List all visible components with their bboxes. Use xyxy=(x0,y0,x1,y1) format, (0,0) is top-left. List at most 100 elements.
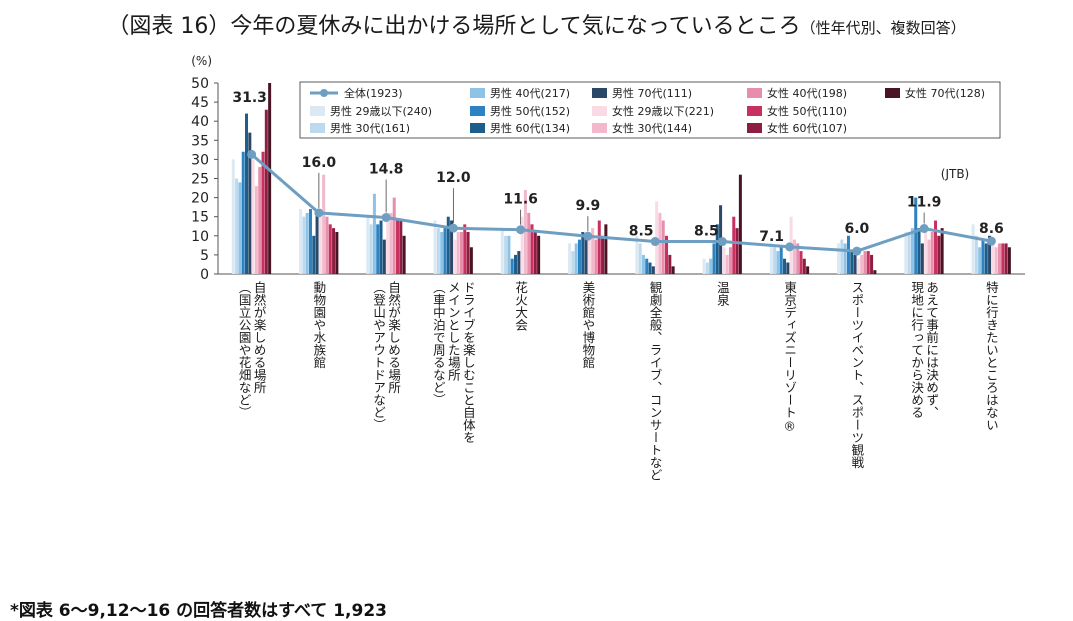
bar xyxy=(917,228,921,274)
category-label: 温泉 xyxy=(714,281,730,306)
bar xyxy=(514,254,518,274)
overall-point xyxy=(650,237,660,247)
bar xyxy=(318,216,322,274)
bar xyxy=(940,228,944,274)
bar xyxy=(635,235,639,274)
bar xyxy=(860,254,864,274)
category-label: 花火大会 xyxy=(513,281,529,331)
bar xyxy=(840,239,844,274)
bar xyxy=(725,254,729,274)
legend-label: 男性 50代(152) xyxy=(490,104,570,118)
y-tick-label: 45 xyxy=(191,95,209,111)
bar xyxy=(396,220,400,274)
bar xyxy=(459,231,463,274)
bar xyxy=(436,228,440,274)
y-unit-label: (%) xyxy=(191,54,212,68)
y-tick-label: 20 xyxy=(191,191,209,207)
overall-point xyxy=(516,225,526,235)
overall-data-label: 16.0 xyxy=(302,155,337,171)
bar xyxy=(527,212,531,274)
overall-data-label: 6.0 xyxy=(844,221,869,237)
bar xyxy=(322,174,326,274)
bar xyxy=(466,231,470,274)
bar xyxy=(802,258,806,274)
bar xyxy=(920,243,924,274)
bar xyxy=(571,251,575,274)
category-label: 美術館や博物館 xyxy=(580,281,596,369)
bar xyxy=(735,228,739,274)
y-tick-label: 50 xyxy=(191,76,209,92)
bar xyxy=(520,216,524,274)
legend-swatch xyxy=(310,106,325,116)
overall-point xyxy=(986,236,996,246)
bar xyxy=(671,266,675,274)
bar xyxy=(988,235,992,274)
bar xyxy=(254,186,258,274)
bar xyxy=(924,224,928,274)
bar xyxy=(712,243,716,274)
bar xyxy=(658,212,662,274)
legend-label: 女性 30代(144) xyxy=(612,121,692,135)
category-label: 動物園や水族館 xyxy=(311,281,327,369)
legend-swatch xyxy=(470,123,485,133)
legend-label: 女性 29歳以下(221) xyxy=(612,104,714,118)
overall-data-label: 11.6 xyxy=(503,192,538,208)
bar xyxy=(638,243,642,274)
overall-data-label: 14.8 xyxy=(369,161,404,177)
bar xyxy=(792,239,796,274)
bar xyxy=(530,224,534,274)
legend-swatch xyxy=(470,88,485,98)
bar xyxy=(264,109,268,275)
bar xyxy=(591,228,595,274)
overall-point xyxy=(448,223,458,233)
category-label: 観劇全般、ライブ、コンサートなど xyxy=(647,281,663,481)
bar xyxy=(705,262,709,274)
legend-swatch xyxy=(310,123,325,133)
category-label: 自然が楽しめる場所 （国立公園や花畑など） xyxy=(236,281,267,419)
bar xyxy=(332,228,336,274)
overall-point xyxy=(381,212,391,222)
legend-swatch xyxy=(747,106,762,116)
bar xyxy=(910,228,914,274)
bar xyxy=(984,243,988,274)
bar xyxy=(504,235,508,274)
bar xyxy=(776,251,780,274)
bar xyxy=(577,239,581,274)
bar xyxy=(584,235,588,274)
bar xyxy=(463,224,467,274)
overall-data-label: 8.6 xyxy=(979,221,1004,237)
legend-swatch xyxy=(592,123,607,133)
y-tick-label: 15 xyxy=(191,210,209,226)
bar xyxy=(533,231,537,274)
bar xyxy=(668,254,672,274)
bar xyxy=(433,220,437,274)
bar xyxy=(399,220,403,274)
bar xyxy=(369,224,373,274)
category-label: スポーツイベント、スポーツ観戦 xyxy=(849,281,865,469)
bar xyxy=(799,251,803,274)
legend-label: 女性 60代(107) xyxy=(767,121,847,135)
legend-swatch xyxy=(592,106,607,116)
bar xyxy=(392,197,396,274)
legend-swatch xyxy=(885,88,900,98)
bar xyxy=(732,216,736,274)
bar xyxy=(997,243,1001,274)
bar xyxy=(235,178,239,274)
bar xyxy=(308,209,312,274)
bar xyxy=(517,251,521,274)
bar xyxy=(773,247,777,274)
category-label: ドライブを楽しむこと自体を メインとした場所 （車中泊で周るなど） xyxy=(430,281,476,444)
bar xyxy=(537,235,541,274)
footnote: *図表 6～9,12～16 の回答者数はすべて 1,923 xyxy=(10,601,387,621)
bar xyxy=(366,216,370,274)
bar xyxy=(665,235,669,274)
legend-label: 女性 70代(128) xyxy=(905,86,985,100)
bar xyxy=(251,159,255,274)
bar xyxy=(604,224,608,274)
bar xyxy=(850,251,854,274)
bar xyxy=(873,270,877,274)
bar xyxy=(241,151,245,274)
bar xyxy=(231,159,235,274)
bar xyxy=(904,231,908,274)
